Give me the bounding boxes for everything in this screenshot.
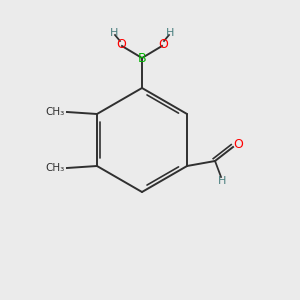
- Text: CH₃: CH₃: [46, 107, 65, 117]
- Text: CH₃: CH₃: [46, 163, 65, 173]
- Text: H: H: [166, 28, 174, 38]
- Text: H: H: [110, 28, 118, 38]
- Text: O: O: [116, 38, 126, 52]
- Text: H: H: [218, 176, 226, 186]
- Text: O: O: [233, 139, 243, 152]
- Text: B: B: [138, 52, 146, 64]
- Text: O: O: [158, 38, 168, 52]
